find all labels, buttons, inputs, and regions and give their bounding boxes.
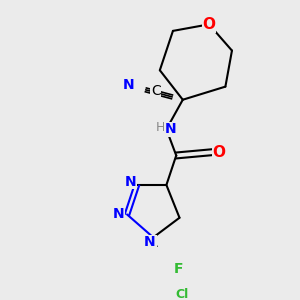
Text: F: F	[174, 262, 183, 276]
Text: N: N	[144, 235, 156, 249]
Text: O: O	[202, 17, 215, 32]
Text: H: H	[156, 121, 165, 134]
Text: N: N	[164, 122, 176, 136]
Text: C: C	[151, 84, 160, 98]
Text: O: O	[212, 145, 225, 160]
Text: N: N	[124, 175, 136, 189]
Text: Cl: Cl	[176, 289, 189, 300]
Text: N: N	[123, 78, 134, 92]
Text: N: N	[113, 208, 125, 221]
